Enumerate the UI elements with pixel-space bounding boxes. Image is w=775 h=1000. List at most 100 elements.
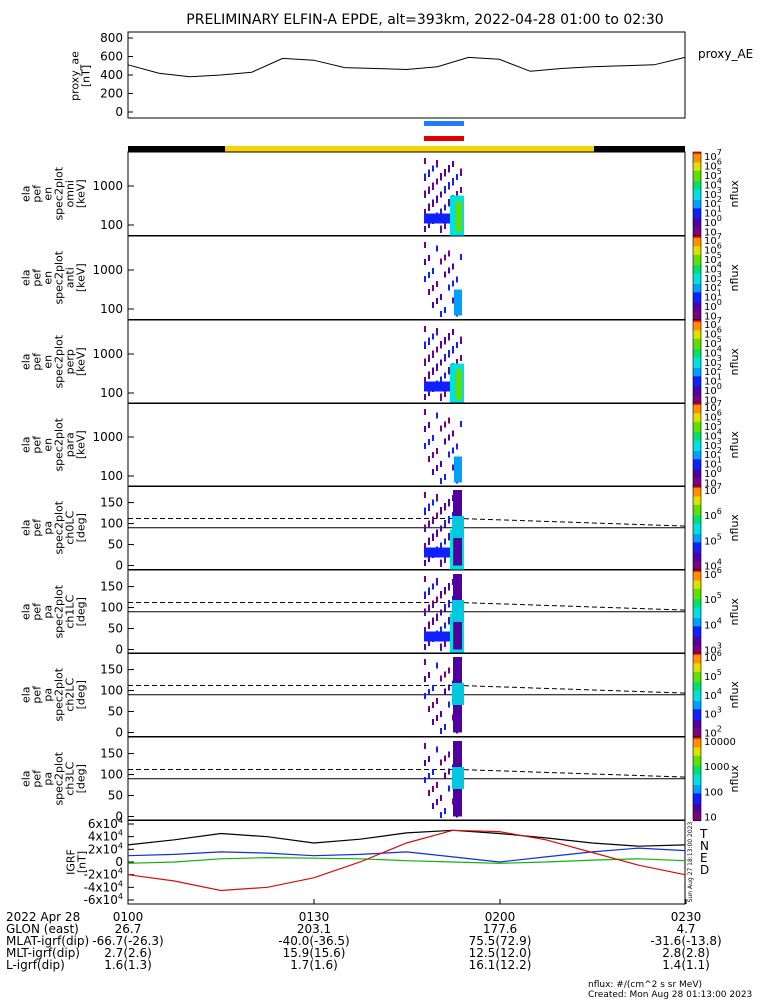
colorbar-tick-exp: 0 [717,298,722,307]
spectrogram-pixel [424,524,426,531]
colorbar-segment [693,461,701,465]
colorbar-segment [693,559,701,562]
colorbar-tick-exp: 6 [717,325,722,334]
colorbar-segment [693,365,701,369]
colorbar-segment [693,789,701,792]
spectrogram-pixel [436,613,438,620]
colorbar-segment [693,630,701,634]
pitch-panel-ylabel-line: pa [42,605,55,619]
spectrogram-pixel [428,456,430,462]
colorbar-tick-exp: 7 [717,148,722,157]
spectrogram-pixel [424,209,426,215]
colorbar-segment [693,465,701,469]
footer-value: 0200 [485,910,516,924]
energy-panel-ylabel-line: para [64,432,77,457]
spectrogram-pixel [428,337,430,344]
spectrogram-pixel [440,341,442,347]
spectrogram-pixel [428,222,430,228]
spectrogram-pixel [444,520,446,526]
colorbar-segment [693,517,701,520]
colorbar-segment [693,563,701,566]
spectrogram-pixel [432,685,434,691]
colorbar-tick-label: 10 [704,479,717,490]
spectrogram-pixel [440,728,442,734]
igrf-legend-item: E [700,851,708,865]
colorbar-segment [693,455,701,458]
colorbar-segment [693,719,701,723]
spectrogram-pixel [440,643,442,650]
energy-panel-ylabel-line: ela [20,269,33,286]
energy-tick-label: 100 [100,218,123,232]
colorbar-segment [693,732,701,736]
colorbar-segment [693,425,701,429]
energy-panel-ylabel-line: pef [31,352,44,371]
colorbar-segment [693,538,701,541]
igrf-ylabel-line: [nT] [76,851,89,873]
spectrogram-pixel [428,556,430,562]
colorbar-segment [693,576,701,579]
spectrogram-pixel [424,543,426,549]
colorbar-segment [693,225,701,228]
spectrogram-pixel [428,354,430,361]
colorbar-tick-label: 10 [704,396,717,407]
spectrogram-pixel [428,272,430,278]
colorbar-segment [693,661,701,665]
colorbar-segment [693,353,701,357]
colorbar-segment [693,438,701,442]
spectrogram-pixel [440,359,442,366]
spectrogram-pixel [424,591,426,598]
pitch-panel-ylabel-line: [deg] [75,680,88,709]
colorbar-segment [693,550,701,554]
colorbar-segment [693,628,701,632]
colorbar-segment [693,189,701,193]
colorbar-segment [693,688,701,692]
colorbar-segment [693,338,701,342]
colorbar-tick-exp: 0 [717,214,722,223]
spectrogram-pixel [440,759,442,766]
panel-frame [127,235,686,320]
spectrogram-pixel [428,390,430,396]
colorbar-segment [693,696,701,700]
colorbar-segment [693,222,701,226]
colorbar-label: nflux [728,180,741,208]
spectrogram-pixel [424,377,426,383]
loss-cone-line [128,518,686,527]
colorbar-tick-exp: 4 [717,687,722,696]
colorbar-label: nflux [728,514,741,542]
colorbar-tick-exp: 4 [717,260,722,269]
spectrogram-pixel [428,503,430,510]
colorbar-segment [693,164,701,168]
pitch-tick-label: 150 [100,663,123,677]
colorbar-segment [693,814,701,817]
energy-panel-ylabel-line: en [42,438,55,452]
pitch-panel-ylabel-line: ela [20,686,33,703]
colorbar-segment [693,686,701,690]
spectrogram-pixel [432,435,434,441]
spectrogram-pixel [424,608,426,615]
pitch-panel-ylabel-line: [deg] [75,764,88,793]
spectrogram-pixel [448,785,450,792]
spectrogram-pixel [424,631,454,642]
colorbar-segment [693,453,701,456]
spectrogram-pixel [428,186,430,193]
colorbar-segment [693,694,701,698]
spectrogram-pixel [424,358,426,365]
pitch-tick-label: 0 [115,810,123,824]
colorbar-segment [693,212,701,216]
proxy-ae-line [127,56,686,78]
spectrogram-pixel [444,639,446,646]
pitch-panel-ylabel-line: pef [31,602,44,621]
spectrogram-pixel [424,443,426,449]
colorbar-segment [693,506,701,510]
colorbar-frame [692,235,702,320]
spectrogram-pixel [440,609,442,616]
colorbar-segment [693,233,701,237]
colorbar-segment [693,578,701,582]
colorbar-segment [693,778,701,782]
colorbar-segment [693,288,701,291]
spectrogram-pixel [424,777,426,783]
spectrogram-pixel [440,507,442,513]
spectrogram-pixel [440,795,442,801]
colorbar-segment [693,393,701,396]
colorbar-segment [693,770,701,774]
